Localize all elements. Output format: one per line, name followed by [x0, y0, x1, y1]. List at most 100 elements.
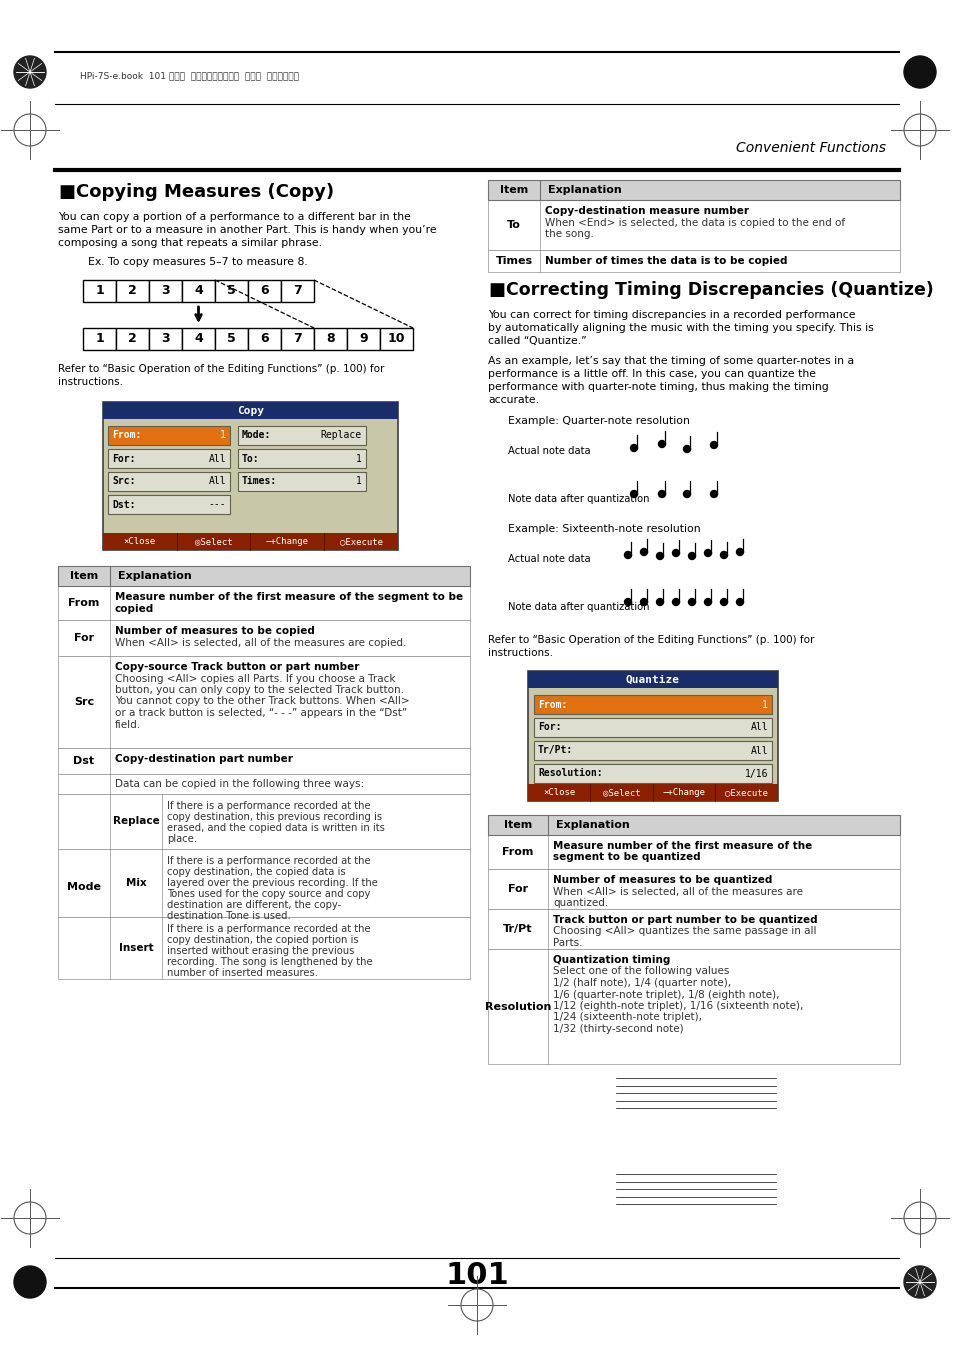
Text: quantized.: quantized.: [553, 898, 608, 908]
Text: HPi-7S-e.book  101 ページ  ２００８年４月２日  水曜日  午前９時４分: HPi-7S-e.book 101 ページ ２００８年４月２日 水曜日 午前９時…: [80, 72, 298, 81]
Text: Insert: Insert: [118, 943, 153, 952]
Bar: [214, 280, 248, 303]
Text: performance is a little off. In this case, you can quantize the: performance is a little off. In this cas…: [488, 369, 815, 380]
Text: Example: Quarter-note resolution: Example: Quarter-note resolution: [507, 416, 689, 426]
Circle shape: [682, 446, 690, 453]
Bar: [527, 671, 778, 801]
Text: For: For: [507, 884, 528, 894]
Bar: [108, 471, 230, 490]
Text: When <End> is selected, the data is copied to the end of: When <End> is selected, the data is copi…: [544, 218, 844, 227]
Text: 3: 3: [161, 332, 170, 346]
Text: Correcting Timing Discrepancies (Quantize): Correcting Timing Discrepancies (Quantiz…: [505, 281, 933, 299]
Bar: [58, 620, 470, 657]
Bar: [314, 328, 347, 350]
Circle shape: [903, 55, 935, 88]
Text: Dst:: Dst:: [112, 500, 135, 509]
Text: Choosing <All> copies all Parts. If you choose a Track: Choosing <All> copies all Parts. If you …: [115, 674, 395, 684]
Bar: [58, 586, 470, 620]
Circle shape: [903, 1266, 935, 1298]
Bar: [58, 748, 470, 774]
Text: ◎Select: ◎Select: [602, 788, 639, 797]
Text: Copy-destination measure number: Copy-destination measure number: [544, 205, 748, 216]
Circle shape: [703, 550, 711, 557]
Bar: [83, 328, 116, 350]
Text: Copying Measures (Copy): Copying Measures (Copy): [76, 182, 334, 201]
Bar: [103, 534, 397, 550]
Text: Refer to “Basic Operation of the Editing Functions” (p. 100) for: Refer to “Basic Operation of the Editing…: [58, 363, 384, 374]
Bar: [527, 671, 778, 688]
Bar: [488, 869, 899, 909]
Text: instructions.: instructions.: [58, 377, 123, 386]
Text: When <All> is selected, all of the measures are: When <All> is selected, all of the measu…: [553, 886, 802, 897]
Circle shape: [720, 598, 727, 605]
Text: You cannot copy to the other Track buttons. When <All>: You cannot copy to the other Track butto…: [115, 697, 409, 707]
Circle shape: [656, 598, 662, 605]
Text: 6: 6: [260, 332, 269, 346]
Bar: [149, 328, 182, 350]
Text: Note data after quantization: Note data after quantization: [507, 494, 649, 504]
Text: 1/32 (thirty-second note): 1/32 (thirty-second note): [553, 1024, 683, 1034]
Text: Copy-destination part number: Copy-destination part number: [115, 754, 293, 765]
Text: ---: ---: [208, 500, 226, 509]
Text: Note data after quantization: Note data after quantization: [507, 603, 649, 612]
Text: Item: Item: [70, 571, 98, 581]
Bar: [488, 909, 899, 948]
Text: Quantization timing: Quantization timing: [553, 955, 670, 965]
Text: Choosing <All> quantizes the same passage in all: Choosing <All> quantizes the same passag…: [553, 927, 816, 936]
Circle shape: [639, 598, 647, 605]
Circle shape: [639, 549, 647, 555]
Text: All: All: [750, 746, 767, 755]
Text: For: For: [74, 634, 94, 643]
Circle shape: [703, 598, 711, 605]
Text: called “Quantize.”: called “Quantize.”: [488, 336, 586, 346]
Text: 4: 4: [193, 285, 203, 297]
Circle shape: [672, 598, 679, 605]
Text: Resolution: Resolution: [484, 1001, 551, 1012]
Text: 1/12 (eighth-note triplet), 1/16 (sixteenth note),: 1/12 (eighth-note triplet), 1/16 (sixtee…: [553, 1001, 802, 1011]
Bar: [58, 774, 470, 794]
Bar: [248, 280, 281, 303]
Circle shape: [656, 553, 662, 559]
Circle shape: [736, 549, 742, 555]
Text: Tr/Pt:: Tr/Pt:: [537, 746, 573, 755]
Text: Replace: Replace: [320, 431, 361, 440]
Text: From:: From:: [537, 700, 567, 709]
Bar: [116, 328, 149, 350]
Text: ■: ■: [488, 281, 504, 299]
Bar: [488, 815, 899, 835]
Bar: [281, 328, 314, 350]
Text: Explanation: Explanation: [556, 820, 629, 830]
Text: All: All: [750, 723, 767, 732]
Text: Track button or part number to be quantized: Track button or part number to be quanti…: [553, 915, 817, 925]
Text: destination are different, the copy-: destination are different, the copy-: [167, 900, 341, 911]
Text: performance with quarter-note timing, thus making the timing: performance with quarter-note timing, th…: [488, 382, 828, 392]
Text: by automatically aligning the music with the timing you specify. This is: by automatically aligning the music with…: [488, 323, 873, 332]
Text: Src: Src: [74, 697, 94, 707]
Text: segment to be quantized: segment to be quantized: [553, 852, 700, 862]
Text: Copy-source Track button or part number: Copy-source Track button or part number: [115, 662, 359, 671]
Text: ○Execute: ○Execute: [724, 788, 767, 797]
Bar: [248, 328, 281, 350]
Text: Item: Item: [503, 820, 532, 830]
Text: All: All: [208, 454, 226, 463]
Text: same Part or to a measure in another Part. This is handy when you’re: same Part or to a measure in another Par…: [58, 226, 436, 235]
Text: 4: 4: [193, 332, 203, 346]
Text: To:: To:: [242, 454, 259, 463]
Bar: [83, 280, 116, 303]
Text: 101: 101: [445, 1262, 508, 1290]
Text: instructions.: instructions.: [488, 648, 553, 658]
Text: copy destination, this previous recording is: copy destination, this previous recordin…: [167, 812, 382, 821]
Text: place.: place.: [167, 834, 197, 844]
Text: the song.: the song.: [544, 230, 594, 239]
Text: For:: For:: [112, 454, 135, 463]
Text: 7: 7: [293, 332, 301, 346]
Circle shape: [630, 444, 637, 451]
Bar: [108, 449, 230, 467]
Text: For:: For:: [537, 723, 561, 732]
Text: If there is a performance recorded at the: If there is a performance recorded at th…: [167, 924, 370, 934]
Circle shape: [710, 490, 717, 497]
Bar: [488, 200, 899, 250]
Text: erased, and the copied data is written in its: erased, and the copied data is written i…: [167, 823, 384, 834]
Text: Explanation: Explanation: [118, 571, 192, 581]
Bar: [58, 566, 470, 586]
